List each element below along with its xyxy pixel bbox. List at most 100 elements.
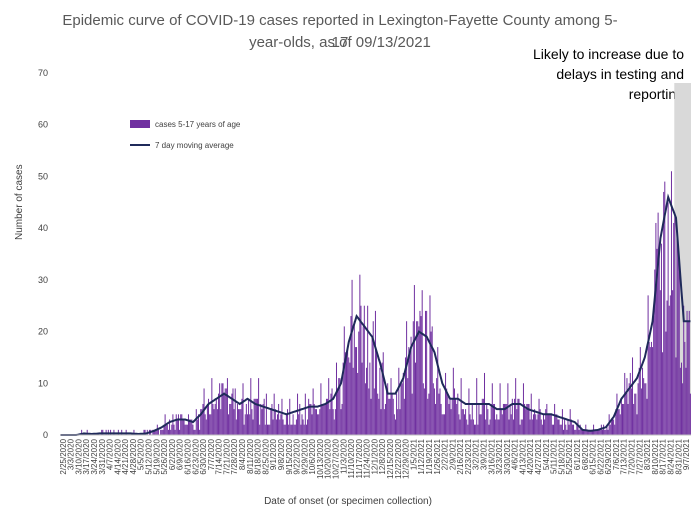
case-bar	[133, 429, 135, 435]
case-bar	[162, 429, 164, 435]
x-tick-label: 6/1/2021	[573, 438, 582, 470]
case-bar	[433, 388, 435, 435]
case-bar	[228, 414, 230, 435]
case-bar	[299, 403, 301, 435]
case-bar	[564, 419, 566, 435]
case-bar	[279, 419, 281, 435]
case-bar	[367, 305, 369, 435]
case-bar	[266, 424, 268, 435]
case-bar	[429, 295, 431, 435]
case-bar	[532, 414, 534, 435]
case-bar	[324, 403, 326, 435]
case-bar	[660, 243, 662, 435]
case-bar	[211, 378, 213, 435]
case-bar	[502, 403, 504, 435]
case-bar	[218, 393, 220, 435]
case-bar	[239, 409, 241, 435]
case-bar	[319, 409, 321, 435]
case-bar	[643, 378, 645, 435]
case-bar	[449, 398, 451, 435]
case-bar	[256, 398, 258, 435]
case-bar	[567, 419, 569, 435]
case-bar	[331, 388, 333, 435]
case-bar	[514, 398, 516, 435]
case-bar	[390, 378, 392, 435]
y-tick-label: 30	[38, 275, 48, 285]
case-bar	[383, 409, 385, 435]
case-bar	[477, 424, 479, 435]
x-tick-label: 1/5/2021	[409, 438, 418, 470]
x-tick-label: 5/18/2021	[557, 438, 566, 474]
case-bar	[511, 398, 513, 435]
x-tick-label: 7/7/2020	[207, 438, 216, 470]
case-bar	[233, 409, 235, 435]
case-bar	[275, 419, 277, 435]
x-tick-label: 5/5/2020	[137, 438, 146, 470]
case-bar	[265, 393, 267, 435]
case-bar	[272, 419, 274, 435]
case-bar	[642, 367, 644, 435]
case-bar	[554, 403, 556, 435]
case-bar	[422, 383, 424, 435]
case-bar	[528, 403, 530, 435]
case-bar	[627, 403, 629, 435]
case-bar	[596, 429, 598, 435]
case-bar	[663, 191, 665, 435]
case-bar	[209, 414, 211, 435]
case-bar	[284, 424, 286, 435]
case-bar	[534, 409, 536, 435]
case-bar	[368, 388, 370, 435]
x-axis-label: Date of onset (or specimen collection)	[264, 496, 432, 507]
case-bar	[270, 409, 272, 435]
case-bar	[497, 419, 499, 435]
case-bar	[685, 367, 687, 435]
case-bar	[200, 409, 202, 435]
y-tick-label: 20	[38, 327, 48, 337]
case-bar	[196, 419, 198, 435]
moving-average-line	[60, 193, 691, 436]
case-bar	[439, 388, 441, 435]
case-bar	[629, 372, 631, 435]
case-bar	[559, 424, 561, 435]
x-tick-label: 7/21/2020	[222, 438, 231, 474]
case-bar	[576, 424, 578, 435]
case-bar	[254, 398, 256, 435]
case-bar	[234, 388, 236, 435]
case-bar	[297, 393, 299, 435]
case-bar	[287, 409, 289, 435]
case-bar	[396, 393, 398, 435]
case-bar	[157, 429, 159, 435]
case-bar	[261, 409, 263, 435]
case-bar	[540, 419, 542, 435]
x-tick-label: 2/25/2020	[59, 438, 68, 474]
case-bar	[644, 383, 646, 435]
case-bar	[432, 383, 434, 435]
case-bar	[628, 383, 630, 435]
case-bar	[187, 414, 189, 435]
x-tick-label: 5/26/2020	[160, 438, 169, 474]
case-bar	[472, 419, 474, 435]
case-bar	[314, 409, 316, 435]
case-bar	[301, 414, 303, 435]
case-bar	[219, 383, 221, 435]
case-bar	[379, 367, 381, 435]
case-bar	[189, 419, 191, 435]
x-tick-label: 12/15/2020	[386, 438, 395, 479]
y-tick-label: 0	[43, 430, 48, 440]
case-bar	[236, 403, 238, 435]
x-tick-label: 4/6/2021	[511, 438, 520, 470]
case-bar	[573, 424, 575, 435]
case-bar	[241, 398, 243, 435]
case-bar	[577, 419, 579, 435]
case-bar	[181, 414, 183, 435]
case-bar	[431, 326, 433, 435]
case-bar	[199, 429, 201, 435]
x-tick-label: 4/13/2021	[519, 438, 528, 474]
case-bar	[191, 419, 193, 435]
case-bar	[215, 398, 217, 435]
case-bar	[153, 429, 155, 435]
case-bar	[282, 419, 284, 435]
x-tick-label: 11/17/2020	[355, 438, 364, 478]
case-bar	[245, 403, 247, 435]
x-tick-label: 7/6/2021	[612, 438, 621, 470]
